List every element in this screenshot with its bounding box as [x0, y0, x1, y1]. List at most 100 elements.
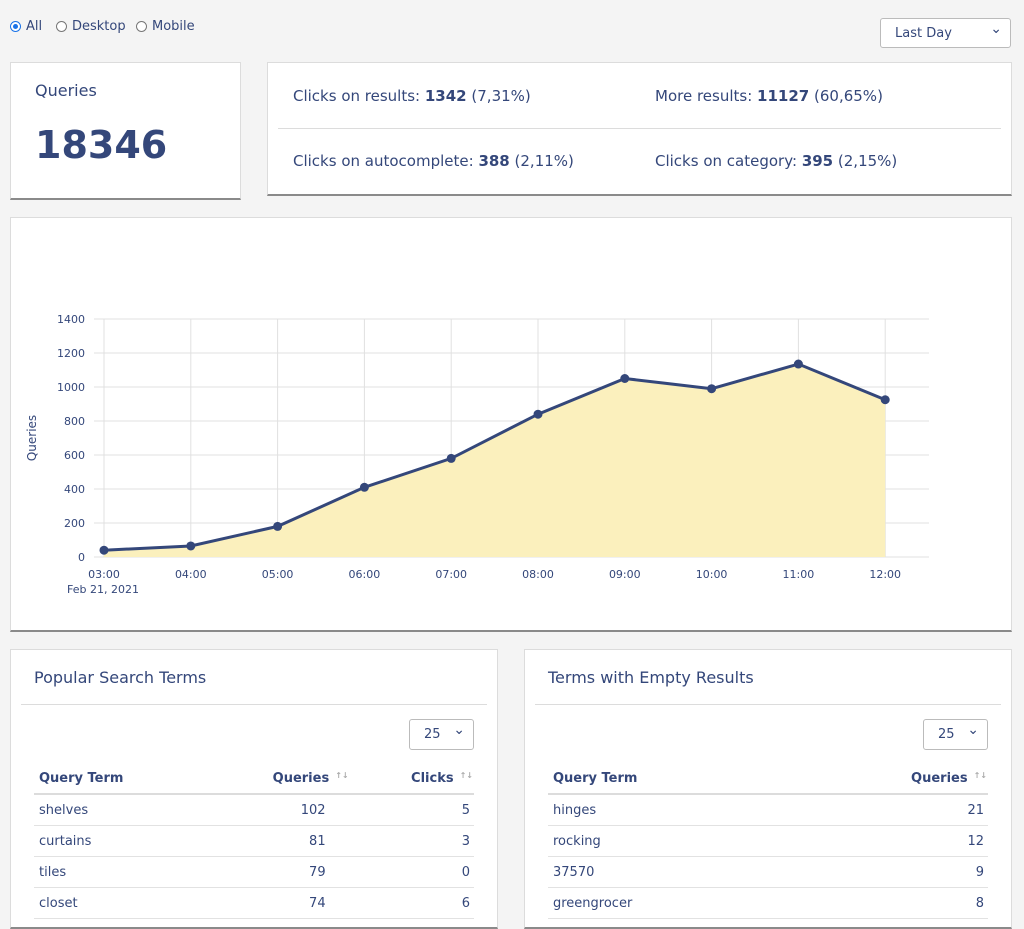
x-tick-label: 09:00 [609, 568, 641, 581]
row: tiles 79 0 [34, 856, 474, 888]
queries-value: 18346 [35, 123, 168, 167]
radio-dot [136, 21, 147, 32]
stat-value: 1342 [424, 87, 467, 105]
column-label: Query Term [553, 770, 638, 786]
stat: Clicks on category: 395 (2,15%) [655, 152, 897, 170]
column-header: Query Term [34, 763, 200, 795]
column-label: Queries [911, 770, 968, 786]
x-tick-label: 08:00 [522, 568, 554, 581]
row: closet 74 6 [34, 887, 474, 919]
y-tick-label: 1000 [57, 381, 85, 394]
x-tick-label: 11:00 [783, 568, 815, 581]
cell: curtains [34, 825, 200, 857]
column-label: Clicks [411, 770, 454, 786]
column-header: Query Term [548, 763, 779, 795]
point [880, 395, 890, 405]
x-tick-label: 07:00 [435, 568, 467, 581]
sort-icon[interactable]: ↑↓ [335, 770, 349, 780]
table-card: Popular Search Terms 25 Query Term Queries ↑… [10, 649, 498, 929]
stat-percent: (2,11%) [514, 152, 574, 170]
stat-percent: (60,65%) [814, 87, 883, 105]
point [620, 374, 630, 383]
sort-icon[interactable]: ↑↓ [973, 770, 987, 780]
line [103, 362, 886, 552]
cell: greengrocer [548, 887, 779, 919]
radio-label: All [26, 19, 43, 34]
column-header: Queries ↑↓ [199, 763, 350, 795]
row: shelves 102 5 [34, 794, 474, 826]
x-tick-label: 05:00 [262, 568, 294, 581]
y-tick-label: 200 [64, 517, 85, 530]
radio-label: Mobile [152, 19, 195, 34]
x-tick-label: 12:00 [869, 568, 901, 581]
page-size-select[interactable]: 25 [923, 719, 988, 750]
cell: 79 [199, 856, 350, 888]
cell: closet [34, 887, 200, 919]
table-title: Popular Search Terms [34, 668, 207, 687]
cell: 6 [349, 887, 474, 919]
stat-label: Clicks on category: [655, 152, 798, 170]
sort-icon[interactable]: ↑↓ [459, 770, 473, 780]
stat: Clicks on autocomplete: 388 (2,11%) [293, 152, 574, 170]
point [446, 453, 456, 463]
y-tick-label: 400 [64, 483, 85, 496]
radio-option[interactable]: Mobile [136, 19, 195, 34]
x-tick-label: 04:00 [175, 568, 207, 581]
table: Query Term Queries ↑↓ hinges 21 rocking 12 3757… [548, 763, 988, 919]
point [533, 409, 543, 419]
page-size-select[interactable]: 25 [409, 719, 474, 750]
divider [21, 704, 487, 705]
column-header: Queries ↑↓ [778, 763, 988, 795]
divider [535, 704, 1001, 705]
row: curtains 81 3 [34, 825, 474, 857]
queries-card: Queries 18346 [10, 62, 241, 200]
stat-label: Clicks on autocomplete: [293, 152, 474, 170]
y-axis-label: Queries [25, 415, 39, 461]
cell: 9 [778, 856, 988, 888]
area [104, 364, 886, 557]
cell: 102 [199, 794, 350, 826]
stat: Clicks on results: 1342 (7,31%) [293, 87, 531, 105]
stat-value: 11127 [757, 87, 810, 105]
stat-label: Clicks on results: [293, 87, 421, 105]
y-tick-label: 0 [78, 551, 85, 564]
queries-label: Queries [35, 81, 97, 100]
divider [278, 128, 1001, 129]
row: 37570 9 [548, 856, 988, 888]
row: rocking 12 [548, 825, 988, 857]
column-header: Clicks ↑↓ [349, 763, 474, 795]
point [186, 541, 196, 551]
chart: 0 200 400 600 800 1000 1200 1400 03:00 04:00 05:00… [25, 313, 929, 596]
header-row: Query Term Queries ↑↓ [548, 763, 988, 795]
cell: 5 [349, 794, 474, 826]
stat-label: More results: [655, 87, 753, 105]
cell: rocking [548, 825, 779, 857]
stat-value: 388 [478, 152, 510, 170]
column-label: Query Term [39, 770, 124, 786]
stat-percent: (7,31%) [471, 87, 531, 105]
row: greengrocer 8 [548, 887, 988, 919]
cell: shelves [34, 794, 200, 826]
x-tick-label: 06:00 [349, 568, 381, 581]
cell: 81 [199, 825, 350, 857]
radio-option[interactable]: Desktop [56, 19, 126, 34]
column-label: Queries [272, 770, 330, 786]
chart-card: 0 200 400 600 800 1000 1200 1400 03:00 04:00 05:00… [10, 217, 1012, 632]
stat-value: 395 [801, 152, 834, 170]
point [793, 359, 803, 369]
x-tick-label: 10:00 [696, 568, 728, 581]
point [359, 482, 369, 492]
y-tick-label: 800 [64, 415, 85, 428]
stat-percent: (2,15%) [837, 152, 898, 170]
y-tick-label: 1200 [57, 347, 85, 360]
range-select[interactable]: Last Day [880, 18, 1011, 48]
point [99, 545, 109, 555]
x-sublabel: Feb 21, 2021 [67, 583, 139, 596]
row: hinges 21 [548, 794, 988, 826]
cell: 0 [349, 856, 474, 888]
stat: More results: 11127 (60,65%) [655, 87, 883, 105]
cell: tiles [34, 856, 200, 888]
cell: 37570 [548, 856, 779, 888]
radio-option[interactable]: All [10, 19, 42, 34]
